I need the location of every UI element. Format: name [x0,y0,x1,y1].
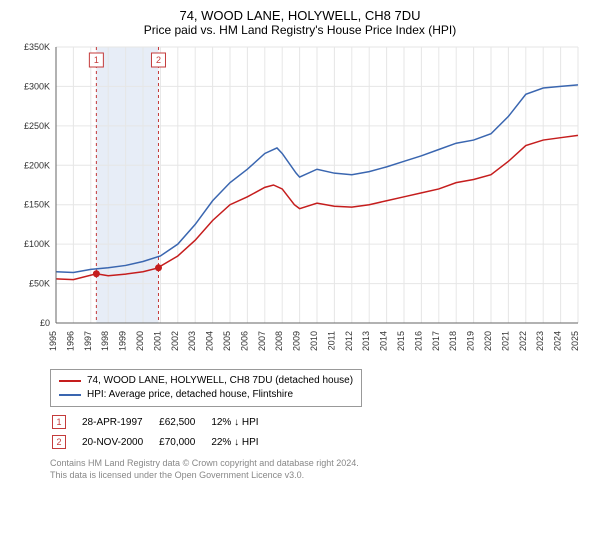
legend: 74, WOOD LANE, HOLYWELL, CH8 7DU (detach… [50,369,362,407]
svg-text:2018: 2018 [448,331,458,351]
svg-text:2000: 2000 [135,331,145,351]
marker-row: 1 28-APR-1997£62,50012% ↓ HPI [52,413,273,431]
svg-text:£50K: £50K [29,279,50,289]
svg-text:1998: 1998 [100,331,110,351]
svg-text:1996: 1996 [65,331,75,351]
svg-text:2021: 2021 [500,331,510,351]
chart-container: 74, WOOD LANE, HOLYWELL, CH8 7DU Price p… [0,0,600,560]
svg-text:2025: 2025 [570,331,580,351]
svg-text:1997: 1997 [83,331,93,351]
svg-text:2006: 2006 [239,331,249,351]
svg-text:2016: 2016 [413,331,423,351]
legend-row: HPI: Average price, detached house, Flin… [59,388,353,402]
marker-delta: 12% ↓ HPI [211,413,272,431]
chart-plot: £0 £50K £100K £150K £200K £250K £300K £350K 1995… [12,43,588,363]
svg-text:£250K: £250K [24,121,50,131]
legend-label: 74, WOOD LANE, HOLYWELL, CH8 7DU (detach… [87,374,353,388]
legend-swatch [59,394,81,396]
marker-table: 1 28-APR-1997£62,50012% ↓ HPI 2 20-NOV-2000… [50,411,275,453]
legend-row: 74, WOOD LANE, HOLYWELL, CH8 7DU (detach… [59,374,353,388]
footnote: Contains HM Land Registry data © Crown c… [50,457,588,481]
svg-text:2001: 2001 [152,331,162,351]
svg-text:2022: 2022 [518,331,528,351]
svg-text:2010: 2010 [309,331,319,351]
svg-text:2017: 2017 [431,331,441,351]
svg-text:1999: 1999 [118,331,128,351]
marker-price: £62,500 [159,413,209,431]
marker-row: 2 20-NOV-2000£70,00022% ↓ HPI [52,433,273,451]
svg-text:2024: 2024 [553,331,563,351]
footnote-line: Contains HM Land Registry data © Crown c… [50,457,588,469]
svg-text:2007: 2007 [257,331,267,351]
marker-date: 28-APR-1997 [82,413,157,431]
footnote-line: This data is licensed under the Open Gov… [50,469,588,481]
marker-price: £70,000 [159,433,209,451]
svg-text:2005: 2005 [222,331,232,351]
legend-label: HPI: Average price, detached house, Flin… [87,388,293,402]
marker-date: 20-NOV-2000 [82,433,157,451]
svg-text:£0: £0 [40,318,50,328]
chart-title: 74, WOOD LANE, HOLYWELL, CH8 7DU [12,8,588,23]
svg-text:2014: 2014 [379,331,389,351]
svg-text:2023: 2023 [535,331,545,351]
svg-text:£150K: £150K [24,200,50,210]
marker-badge: 2 [52,435,66,449]
svg-text:2008: 2008 [274,331,284,351]
svg-text:£100K: £100K [24,239,50,249]
legend-swatch [59,380,81,382]
svg-text:1: 1 [94,55,99,65]
svg-text:2011: 2011 [326,331,336,350]
svg-text:£200K: £200K [24,160,50,170]
svg-text:1995: 1995 [48,331,58,351]
svg-text:2020: 2020 [483,331,493,351]
chart-subtitle: Price paid vs. HM Land Registry's House … [12,23,588,37]
marker-badge: 1 [52,415,66,429]
svg-text:2019: 2019 [466,331,476,351]
svg-text:2015: 2015 [396,331,406,351]
line-chart-svg: £0 £50K £100K £150K £200K £250K £300K £350K 1995… [12,43,588,363]
svg-text:2004: 2004 [205,331,215,351]
svg-text:2012: 2012 [344,331,354,351]
svg-text:2003: 2003 [187,331,197,351]
svg-text:2009: 2009 [292,331,302,351]
marker-delta: 22% ↓ HPI [211,433,272,451]
svg-text:£350K: £350K [24,43,50,52]
svg-text:£300K: £300K [24,81,50,91]
svg-text:2013: 2013 [361,331,371,351]
svg-text:2: 2 [156,55,161,65]
svg-text:2002: 2002 [170,331,180,351]
